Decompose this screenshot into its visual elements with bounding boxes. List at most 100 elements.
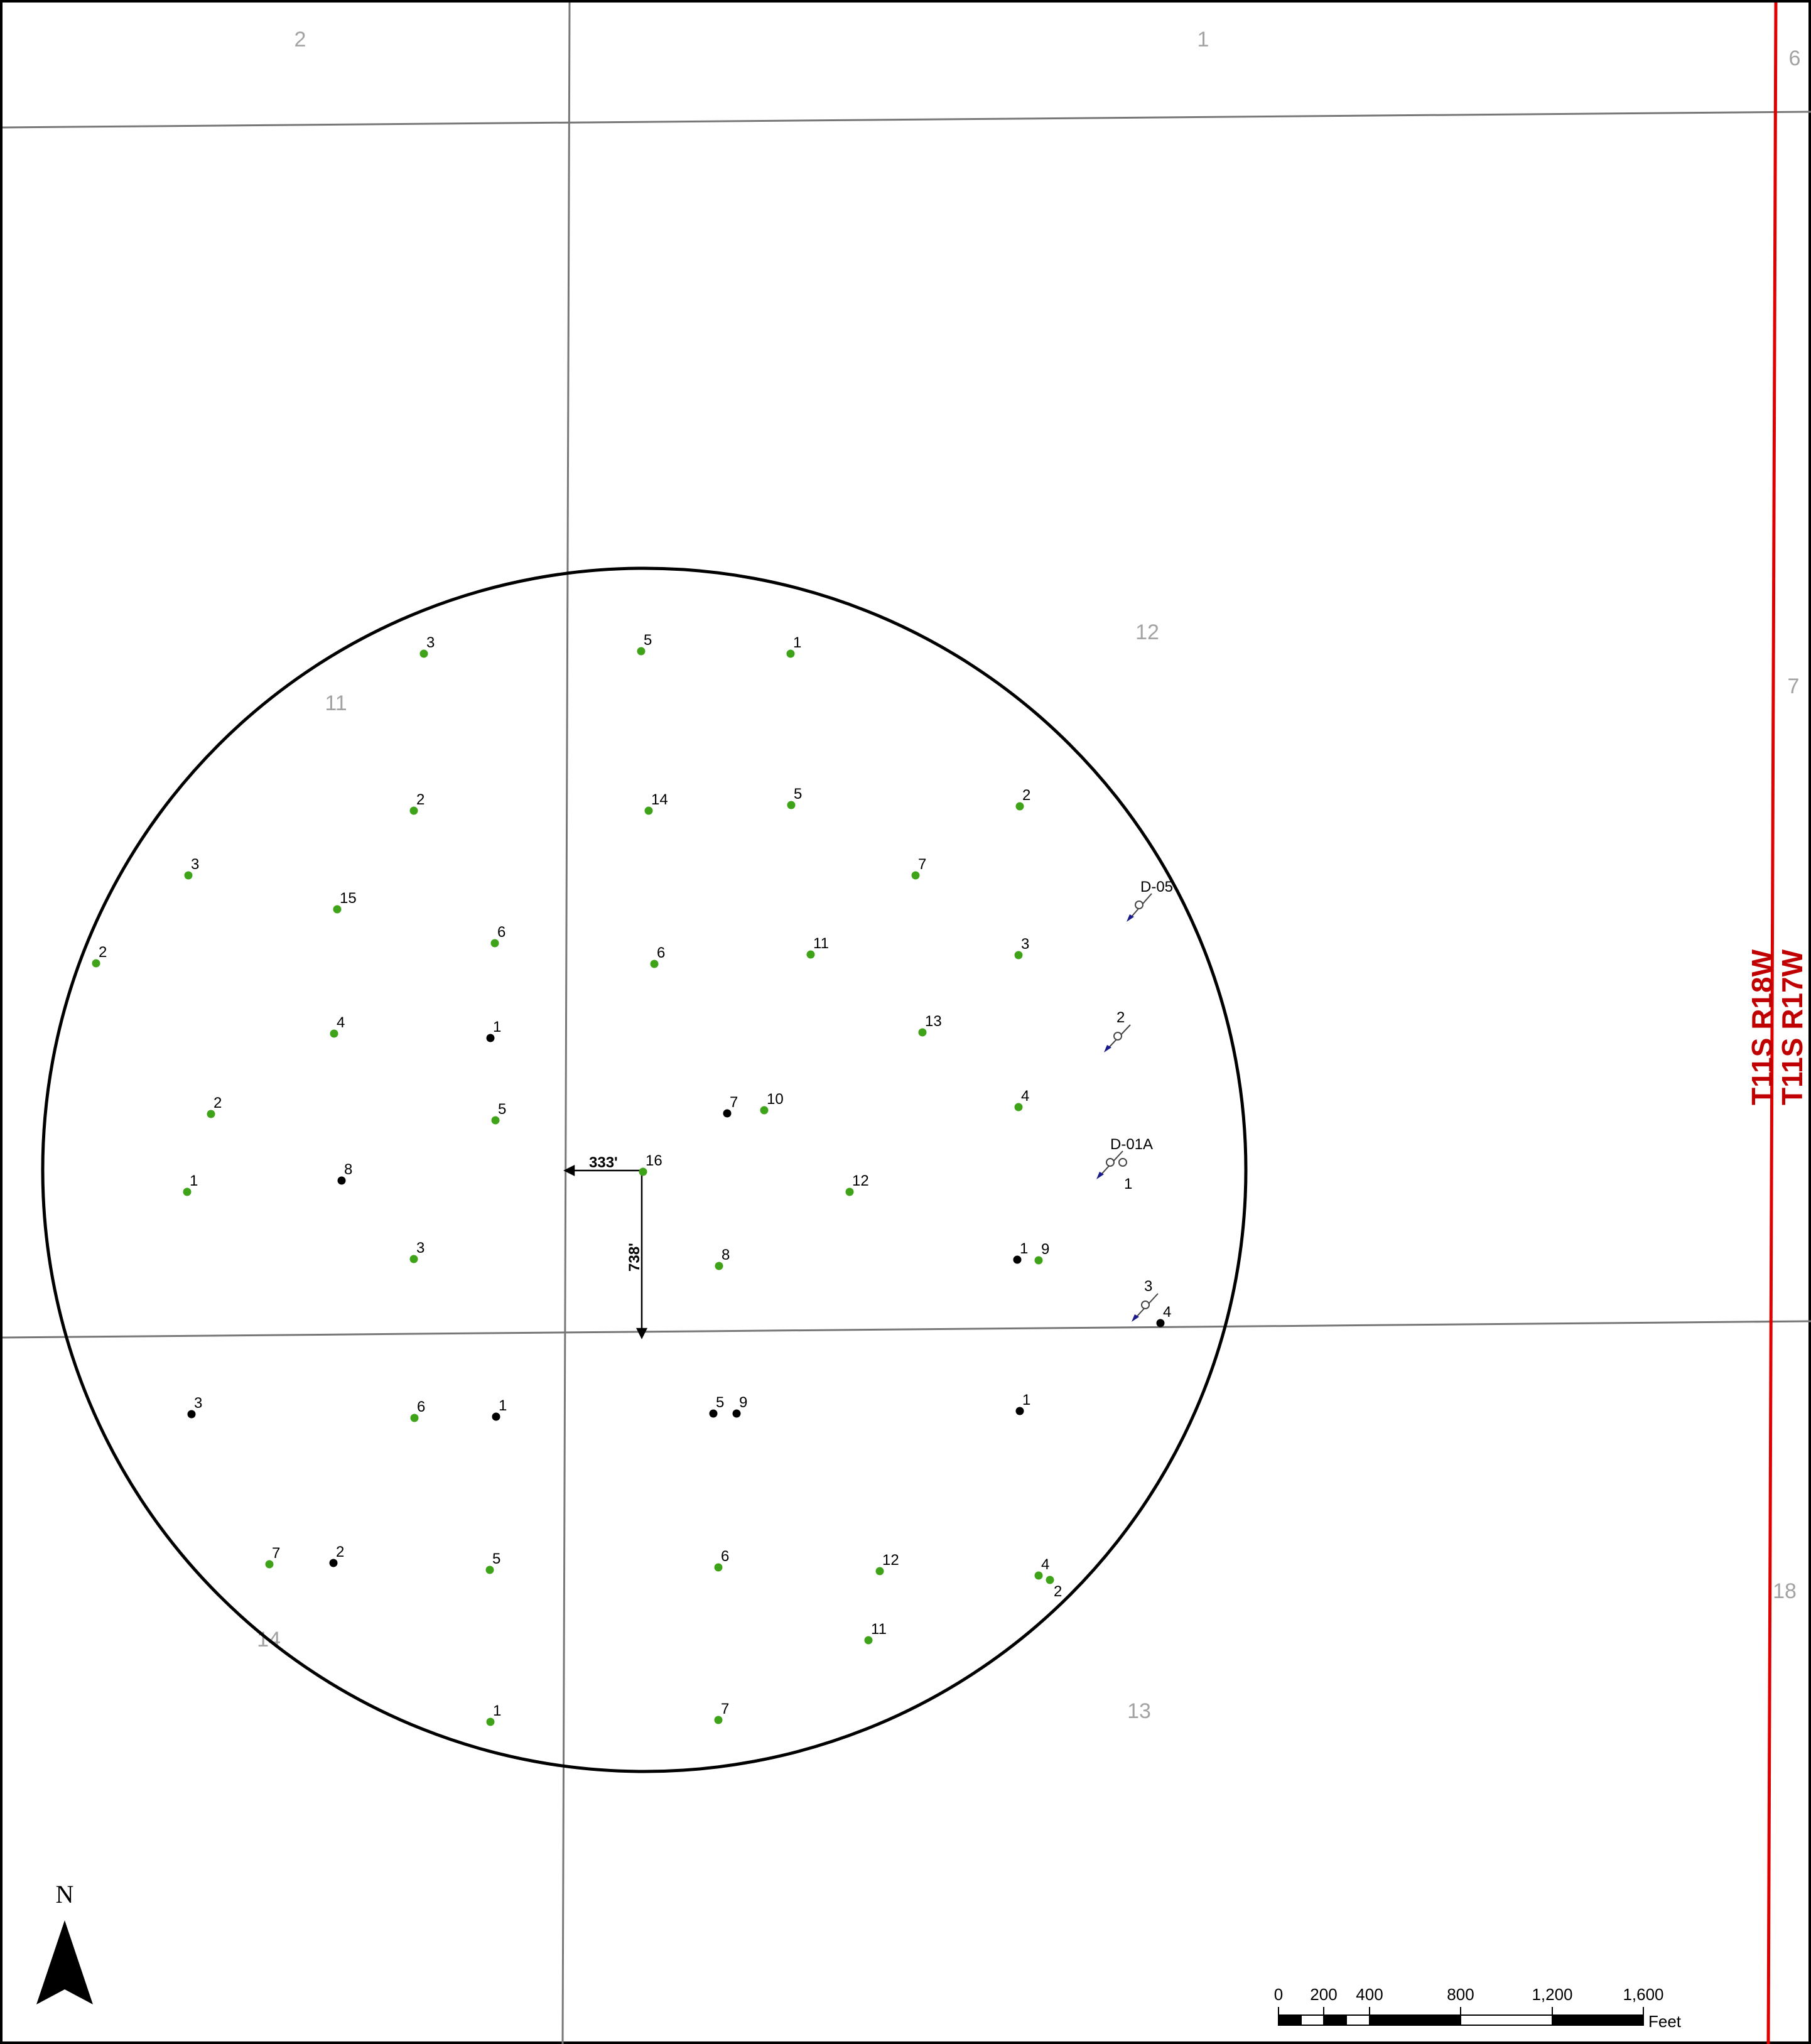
well: 14 — [644, 791, 668, 815]
active-well-dot — [786, 649, 795, 658]
well-label: 2 — [1022, 787, 1030, 804]
injection-well: D-01A — [1096, 1136, 1153, 1179]
well: 5 — [485, 1550, 500, 1574]
township-line — [1766, 2, 1778, 2044]
well: 4 — [1034, 1556, 1049, 1580]
well-label: 2 — [99, 944, 107, 961]
well-label-extra: 1 — [1124, 1176, 1132, 1192]
well-label: 3 — [191, 856, 199, 873]
well-label: 7 — [730, 1094, 738, 1111]
active-well-dot — [410, 1414, 419, 1422]
north-label: N — [56, 1880, 74, 1908]
well: 1 — [492, 1397, 507, 1421]
well-label: 6 — [417, 1398, 425, 1415]
well: 1 — [486, 1019, 501, 1042]
other-well-dot — [723, 1109, 732, 1118]
well: 5 — [709, 1394, 724, 1418]
township-label-west: T11S R18W — [1746, 949, 1778, 1105]
active-well-dot — [1014, 1103, 1023, 1111]
well-label: 1 — [493, 1702, 501, 1719]
active-well-dot — [644, 806, 653, 815]
directional-arrow-icon — [1127, 914, 1134, 922]
well-label: 2 — [214, 1095, 222, 1111]
section-label: 1 — [1197, 28, 1209, 51]
active-well-dot — [637, 647, 646, 656]
injection-well-label: D-05 — [1140, 879, 1173, 895]
well: 11 — [864, 1621, 887, 1645]
injection-well: D-05 — [1127, 879, 1173, 922]
arrowhead-icon — [635, 1328, 648, 1339]
directional-arrow-icon — [1132, 1314, 1139, 1322]
active-well-dot — [639, 1167, 647, 1176]
directional-arrow-icon — [1104, 1045, 1111, 1052]
other-well-dot — [187, 1410, 196, 1419]
well: 2 — [1015, 787, 1030, 811]
active-well-dot — [409, 806, 418, 815]
active-well-dot — [330, 1029, 338, 1038]
other-well-dot — [1015, 1407, 1024, 1415]
well-label: 9 — [739, 1394, 747, 1411]
other-well-dot — [492, 1412, 500, 1421]
scale-bar-segments — [1278, 2007, 1644, 2026]
other-well-dot — [486, 1034, 495, 1042]
other-well-dot — [329, 1559, 338, 1567]
well: 10 — [760, 1091, 784, 1115]
scale-bar: 0 200 400 800 1,200 1,600 Feet — [1274, 1985, 1682, 2031]
north-arrow: N — [36, 1880, 93, 2004]
active-well-dot — [918, 1028, 927, 1037]
section-line-h2 — [2, 1320, 1811, 1339]
well: 6 — [714, 1548, 729, 1572]
well: 5 — [491, 1101, 506, 1125]
well: 5 — [637, 632, 652, 656]
well-label: 4 — [1041, 1556, 1049, 1573]
well-label: 5 — [498, 1101, 506, 1118]
scale-seg — [1460, 2014, 1553, 2026]
well: 9 — [732, 1394, 747, 1418]
active-well-dot — [183, 1187, 192, 1196]
well-label: 13 — [925, 1013, 942, 1030]
section-label: 11 — [325, 691, 347, 715]
well-label: 2 — [336, 1544, 344, 1560]
section-label: 6 — [1789, 46, 1801, 70]
well-label: 3 — [426, 634, 435, 651]
well-label: 6 — [497, 924, 505, 941]
active-well-dot — [490, 939, 499, 948]
active-well-dot — [911, 871, 920, 880]
well: 2 — [409, 791, 424, 815]
well-label: 5 — [794, 786, 802, 803]
scale-tick-label: 400 — [1356, 1985, 1383, 2004]
scale-unit: Feet — [1648, 2012, 1682, 2031]
well: 1 — [1015, 1392, 1030, 1415]
well: 3 — [184, 856, 199, 880]
well-label: 3 — [1021, 936, 1029, 953]
active-well-dot — [845, 1187, 854, 1196]
well-label: 4 — [1163, 1304, 1171, 1321]
active-well-dot — [714, 1563, 723, 1572]
well-label: 2 — [1054, 1583, 1062, 1600]
active-well-dot — [715, 1262, 723, 1270]
well: 4 — [1014, 1088, 1029, 1111]
scale-tick-label: 1,200 — [1532, 1985, 1572, 2004]
active-well-dot — [1014, 951, 1023, 960]
other-well-dot — [732, 1409, 741, 1418]
well: 3 — [1014, 936, 1029, 960]
active-well-dot — [207, 1110, 215, 1118]
scale-tick-label: 1,600 — [1623, 1985, 1663, 2004]
well-label: 2 — [416, 791, 424, 808]
well: 3 — [187, 1395, 202, 1419]
well: 11 — [806, 935, 829, 959]
active-well-dot — [419, 649, 428, 658]
well: 7 — [265, 1545, 280, 1569]
active-well-dot — [1034, 1571, 1043, 1580]
other-well-dot — [337, 1176, 346, 1185]
well-label: 1 — [1020, 1240, 1028, 1257]
well-label: 7 — [272, 1545, 280, 1562]
well: 4 — [330, 1014, 345, 1038]
well-label: 8 — [722, 1246, 730, 1263]
well: 6 — [650, 944, 665, 968]
other-well-dot — [709, 1409, 718, 1418]
active-well-dot — [650, 960, 659, 968]
well-label: 3 — [416, 1240, 424, 1257]
